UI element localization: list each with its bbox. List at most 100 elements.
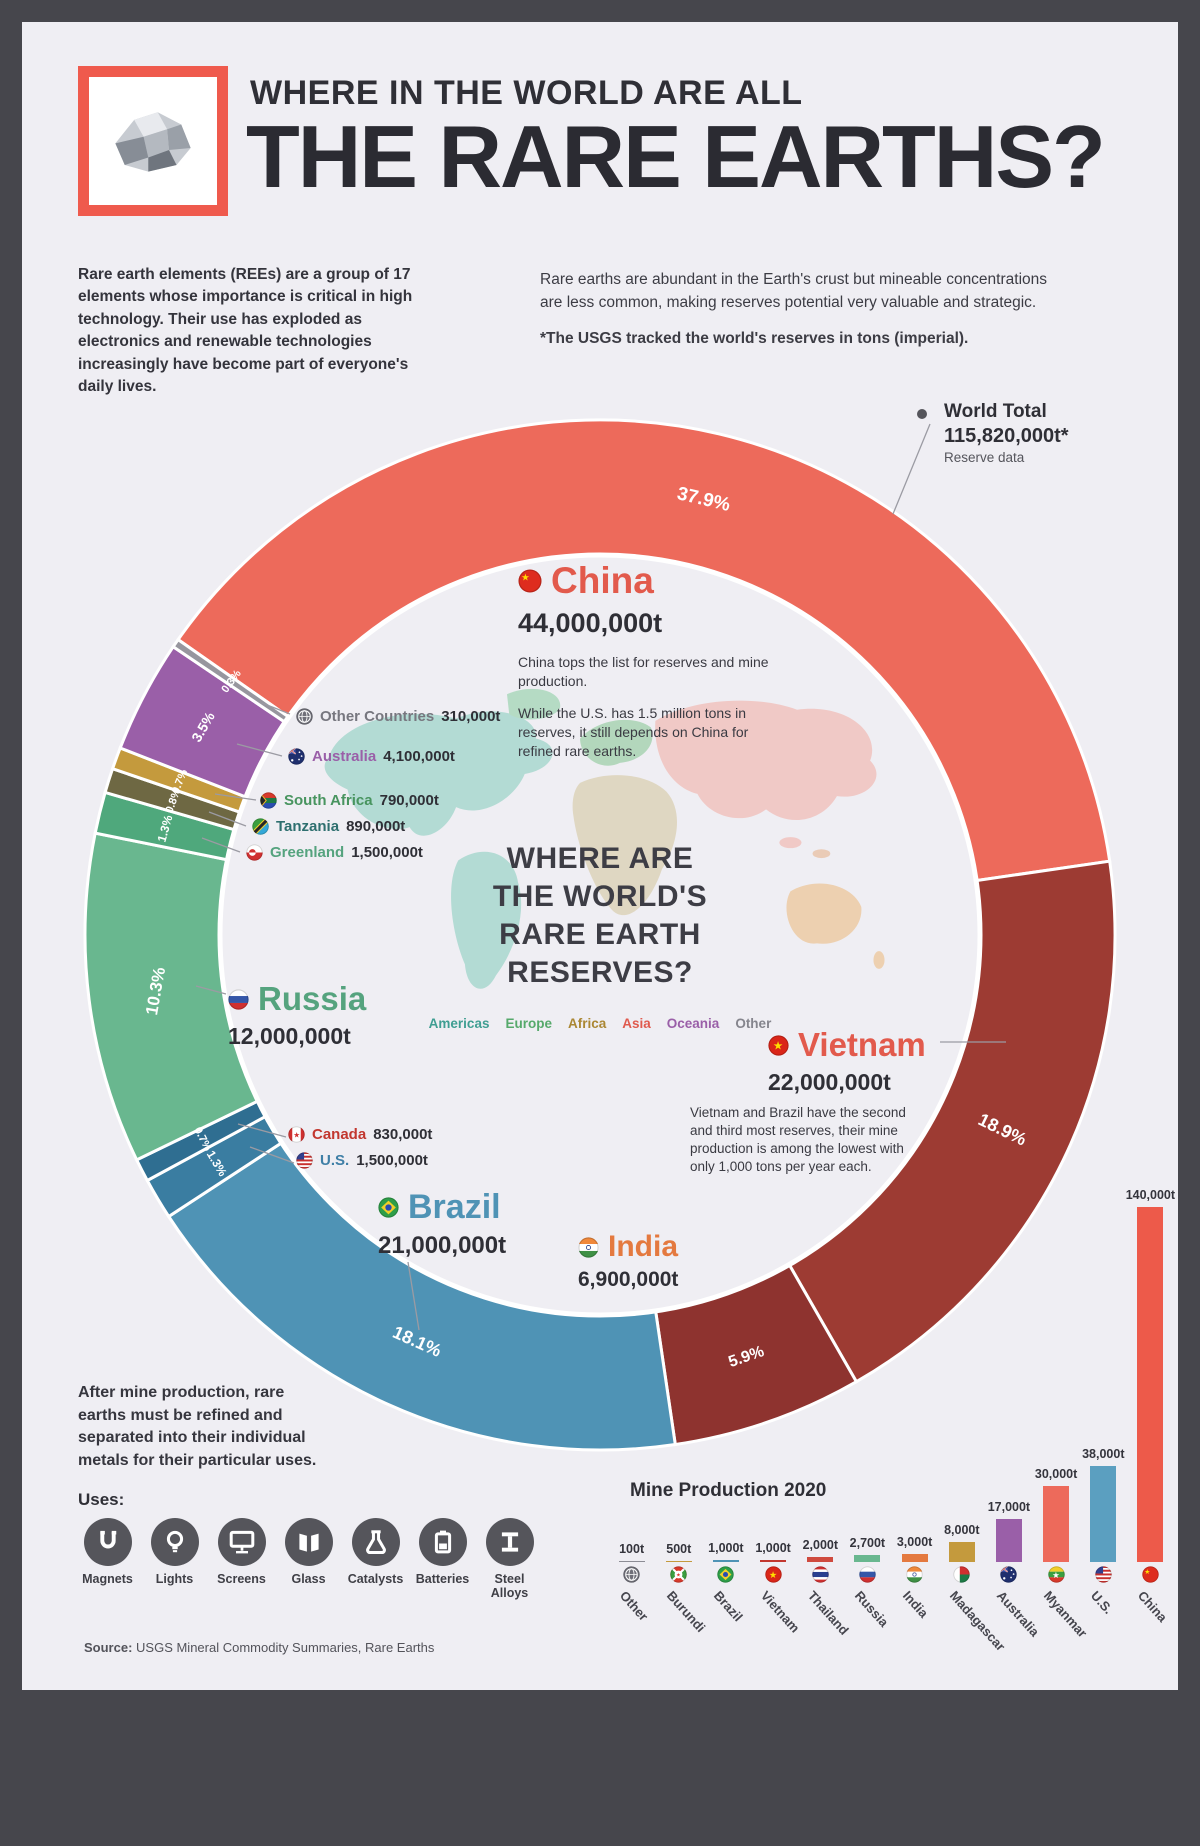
australia-flag-icon — [1000, 1566, 1018, 1583]
globe-flag-icon — [296, 708, 313, 725]
bar-madagascar — [948, 1541, 975, 1562]
bar-russia — [854, 1555, 881, 1562]
china-note-1: China tops the list for reserves and min… — [518, 654, 769, 690]
country-name-russia: Russia — [258, 980, 367, 1017]
myanmar-flag-icon: ★ — [1047, 1566, 1065, 1583]
vietnam-flag-icon: ★ — [768, 1034, 789, 1056]
bar-value-label: 1,000t — [755, 1540, 791, 1555]
bar-chart-title: Mine Production 2020 — [630, 1480, 827, 1501]
reserve-value-brazil: 21,000,000t — [378, 1232, 507, 1259]
bar-thailand — [807, 1556, 834, 1562]
bar-burundi — [665, 1560, 692, 1562]
reserve-row-other-countries: Other Countries 310,000t — [296, 708, 500, 725]
headline-line: THE WORLD'S — [492, 880, 708, 913]
battery-icon — [434, 1530, 451, 1554]
headline-line: WHERE ARE — [506, 842, 694, 875]
bar-brazil — [712, 1559, 739, 1562]
reserve-row-tanzania: Tanzania 890,000t — [252, 818, 405, 835]
bar-value-label: 30,000t — [1034, 1466, 1078, 1481]
reserve-value: 1,500,000t — [351, 844, 423, 861]
intro-paragraph-left: Rare earth elements (REEs) are a group o… — [78, 266, 413, 396]
reserve-value: 310,000t — [441, 708, 501, 725]
bar-australia — [995, 1518, 1022, 1562]
rare-earth-nugget-logo — [78, 66, 228, 216]
world-total-sub: Reserve data — [944, 450, 1025, 465]
country-name-china: China — [551, 560, 654, 601]
use-label: Catalysts — [347, 1572, 404, 1586]
reserve-row-greenland: Greenland 1,500,000t — [246, 844, 423, 861]
reserve-name: Other Countries — [320, 708, 435, 725]
callout-russia: Russia 12,000,000t — [228, 980, 366, 1050]
use-label: Batteries — [415, 1572, 470, 1586]
glass-icon — [298, 1533, 319, 1552]
greenland-flag-icon — [246, 844, 263, 861]
reserve-value-russia: 12,000,000t — [228, 1023, 351, 1049]
china-flag-icon: ★ — [1142, 1566, 1159, 1583]
reserve-row-australia: Australia 4,100,000t — [288, 748, 455, 765]
uses-label: Uses: — [78, 1490, 125, 1509]
vietnam-note: Vietnam and Brazil have the second and t… — [690, 1105, 906, 1174]
reserve-name: South Africa — [284, 792, 373, 809]
refining-note: After mine production, rare earths must … — [78, 1384, 317, 1470]
us-flag-icon — [296, 1152, 313, 1169]
callout-us: U.S. 1,500,000t — [296, 1152, 428, 1169]
brazil-flag-icon — [717, 1566, 735, 1583]
india-flag-icon — [906, 1566, 923, 1583]
bar-other — [618, 1560, 645, 1562]
use-light: Lights — [141, 1518, 208, 1601]
footer: ELEMENTS elements.visualcapitalist.com T… — [0, 1690, 1200, 1846]
svg-text:★: ★ — [769, 1570, 777, 1580]
reserve-value-us: 1,500,000t — [356, 1152, 428, 1169]
use-label: Lights — [155, 1572, 194, 1586]
madagascar-flag-icon — [953, 1566, 970, 1583]
bar-myanmar — [1043, 1485, 1070, 1562]
bar-value-label: 17,000t — [987, 1499, 1031, 1514]
bar-value-label: 100t — [619, 1541, 645, 1556]
vietnam-flag-icon: ★ — [764, 1566, 782, 1583]
use-label: Screens — [217, 1572, 266, 1586]
china-flag-icon: ★ — [518, 569, 542, 593]
use-label: Steel Alloys — [490, 1572, 529, 1601]
bar-value-label: 1,000t — [708, 1540, 744, 1555]
russia-flag-icon — [228, 988, 249, 1010]
svg-text:★: ★ — [676, 1573, 681, 1579]
use-battery: Batteries — [409, 1518, 476, 1601]
callout-china: ★ China 44,000,000t China tops the list … — [518, 560, 790, 762]
bar-china — [1137, 1207, 1164, 1562]
reserve-value: 790,000t — [379, 792, 439, 809]
bar-value-label: 2,700t — [849, 1536, 886, 1551]
metal-nugget-icon — [115, 112, 191, 172]
reserve-value-china: 44,000,000t — [518, 608, 663, 638]
magnet-icon — [99, 1530, 116, 1549]
bar-value-label: 8,000t — [944, 1522, 980, 1537]
catalyst-icon — [365, 1530, 386, 1554]
country-name-vietnam: Vietnam — [798, 1026, 926, 1063]
legend-oceania: Oceania — [666, 1016, 720, 1031]
headline-line: RESERVES? — [507, 956, 693, 989]
usgs-note: *The USGS tracked the world's reserves i… — [540, 329, 969, 347]
svg-text:★: ★ — [1052, 1570, 1060, 1580]
center-headline: WHERE ARE THE WORLD'S RARE EARTH RESERVE… — [400, 840, 800, 992]
use-screen: Screens — [208, 1518, 275, 1601]
svg-text:★: ★ — [293, 1131, 300, 1140]
southafrica-flag-icon — [260, 792, 277, 809]
bar-vietnam — [760, 1559, 787, 1562]
callout-vietnam: ★ Vietnam 22,000,000t — [768, 1026, 926, 1096]
svg-text:★: ★ — [1144, 1569, 1150, 1576]
source-line: Source: USGS Mineral Commodity Summaries… — [84, 1640, 434, 1655]
us-flag-icon — [1095, 1566, 1112, 1583]
country-name-canada: Canada — [312, 1126, 367, 1143]
use-label: Magnets — [82, 1572, 133, 1586]
headline-line: RARE EARTH — [499, 918, 701, 951]
canada-flag-icon: ★ — [288, 1126, 305, 1143]
page-title: THE RARE EARTHS? — [246, 107, 1106, 206]
legend-americas: Americas — [428, 1016, 490, 1031]
india-flag-icon — [578, 1236, 599, 1258]
use-steel: Steel Alloys — [476, 1518, 543, 1601]
reserve-value-vietnam: 22,000,000t — [768, 1069, 891, 1095]
legend-africa: Africa — [567, 1016, 607, 1031]
source-label: Source: — [84, 1640, 133, 1655]
bar-u-s — [1090, 1465, 1117, 1562]
use-label: Glass — [291, 1572, 326, 1586]
thailand-flag-icon — [812, 1566, 829, 1583]
